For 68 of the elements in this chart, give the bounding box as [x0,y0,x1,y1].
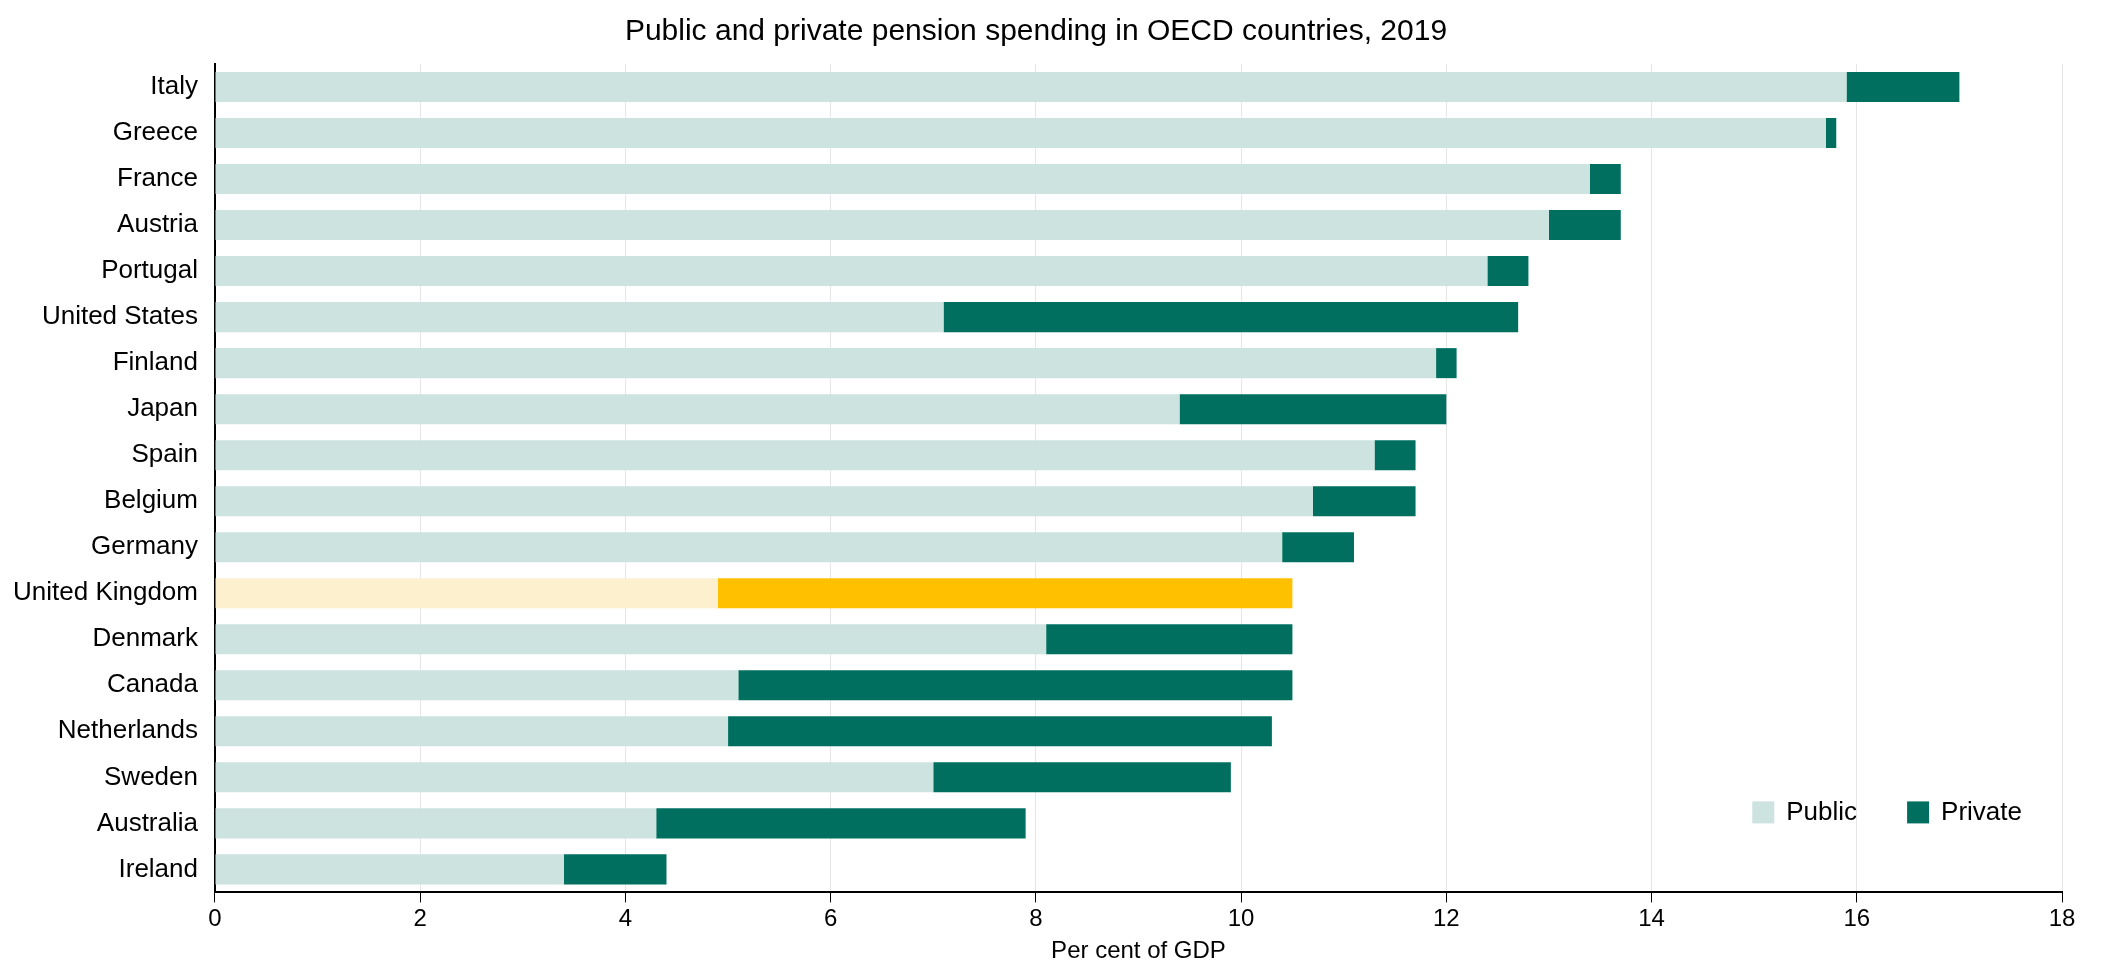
x-tick-label: 0 [208,904,222,932]
y-tick-label: Netherlands [57,714,198,745]
bar [215,670,739,701]
x-axis-title: Per cent of GDP [1051,936,1226,964]
bar [1487,256,1529,287]
bar [215,762,934,793]
y-tick-label: Austria [117,208,199,239]
y-tick-label: Spain [131,438,198,469]
bar [943,302,1519,333]
x-tick-label: 14 [1638,904,1665,932]
bar [1179,394,1447,425]
bar [728,716,1272,747]
bar [563,854,667,885]
y-tick-label: Denmark [92,622,199,653]
y-tick-label: United States [41,300,198,331]
y-tick-label: Greece [112,116,198,147]
x-tick-label: 6 [823,904,838,932]
x-tick-label: 2 [413,904,427,932]
bar [215,716,729,747]
legend-label: Private [1941,795,2022,826]
y-tick-label: Sweden [104,760,198,791]
y-tick-label: Portugal [101,254,198,285]
bar [933,762,1231,793]
bar [1374,440,1416,471]
legend-label: Public [1786,795,1858,826]
bar [215,440,1375,471]
bar [1589,164,1621,195]
bar [1436,348,1457,379]
bar [717,578,1293,609]
y-tick-label: Belgium [104,484,198,515]
bar [1312,486,1416,517]
bar [215,210,1549,241]
bar [1825,118,1837,149]
x-tick-label: 12 [1432,904,1460,932]
bar [738,670,1293,701]
bar [215,394,1180,425]
bar [215,118,1826,149]
y-tick-label: Germany [91,530,198,561]
bar [656,808,1026,839]
bar [1046,624,1293,655]
y-tick-label: Ireland [118,852,198,883]
x-tick-label: 18 [2048,904,2076,932]
bar [215,71,1847,103]
bar [215,348,1437,379]
bar [1548,210,1621,241]
y-tick-label: Canada [106,668,199,699]
bar [1846,71,1960,103]
bar [215,808,657,839]
bar [1282,532,1354,563]
x-tick-label: 16 [1843,904,1871,932]
bar [215,164,1590,195]
chart-title: Public and private pension spending in OECD countries, 2019 [624,13,1448,47]
bar [215,578,718,609]
bar [215,302,944,333]
x-tick-label: 8 [1029,904,1043,932]
y-tick-label: France [117,162,198,193]
x-tick-label: 4 [618,904,633,932]
bar [215,486,1313,517]
y-tick-label: Japan [127,392,198,423]
y-tick-label: Italy [150,70,198,101]
y-tick-label: Finland [112,346,198,377]
bar [215,256,1488,287]
bar [215,532,1283,563]
bar [215,624,1047,655]
y-tick-label: Australia [96,806,199,837]
x-tick-label: 10 [1227,904,1255,932]
y-tick-label: United Kingdom [13,576,198,607]
bar [215,854,564,885]
